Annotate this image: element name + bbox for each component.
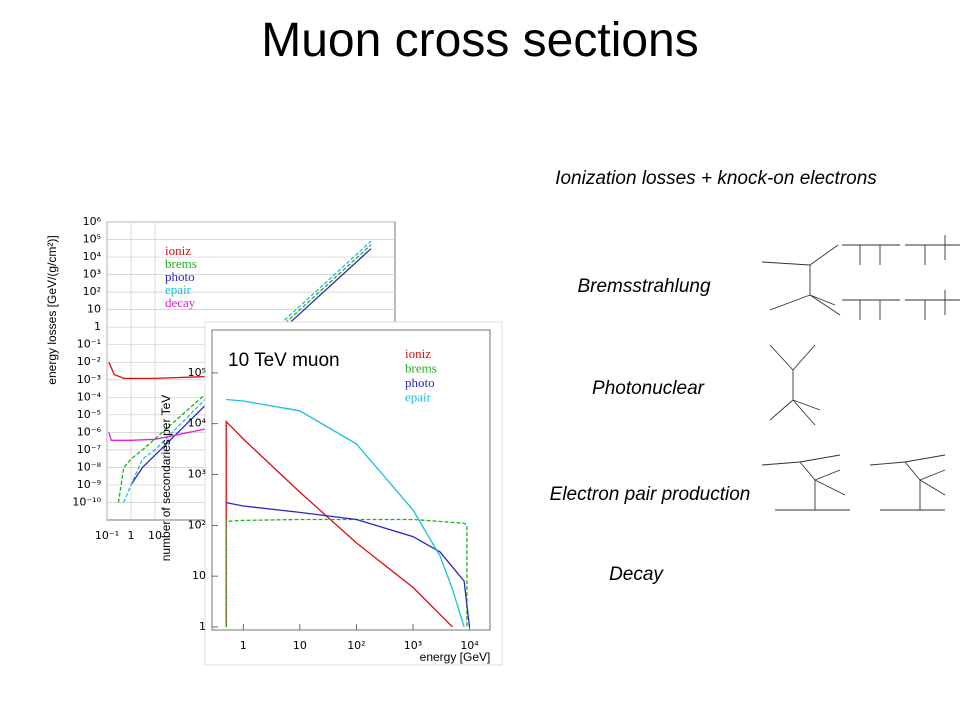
legend-label: epair	[405, 389, 432, 404]
x-tick-label: 1	[240, 639, 247, 652]
series-line	[123, 240, 372, 503]
y-tick-label: 10	[192, 569, 206, 582]
series-line	[108, 414, 276, 441]
chart-background	[204, 321, 503, 666]
process-label: Decay	[609, 564, 664, 585]
series-group	[225, 398, 471, 628]
charts: 10⁻¹⁰ 10⁻⁹ 10⁻⁸ 10⁻⁷ 10⁻⁶ 10⁻⁵ 10⁻⁴ 10⁻³ 10⁻² 10⁻…	[45, 215, 503, 666]
process-label: Electron pair production	[550, 484, 751, 505]
process-label: Bremsstrahlung	[577, 276, 710, 297]
process-label: Photonuclear	[592, 378, 705, 399]
legend-label: brems	[405, 360, 437, 375]
legend-label: ioniz	[405, 346, 431, 361]
feynman-diagrams	[761, 235, 960, 511]
x-tick-label: 10²	[347, 639, 365, 652]
legend-label: ioniz	[165, 243, 191, 258]
y-tick-label: 1	[199, 620, 206, 633]
annotation: 10 TeV muon	[228, 350, 340, 371]
chart: 1 10 10² 10³ 10⁴ 10⁵ 1 10 10² 10³ 10⁴ ionizbremspho…	[159, 321, 503, 666]
slide-title: Muon cross sections	[261, 14, 699, 67]
legend-label: photo	[405, 375, 435, 390]
series-line	[226, 501, 471, 627]
y-tick-label: 10⁻²	[77, 355, 101, 368]
series-line	[130, 248, 372, 486]
series-line	[117, 244, 372, 503]
y-tick-label: 10⁻⁸	[77, 460, 102, 473]
y-tick-label: 1	[94, 320, 101, 333]
y-tick-label: 10⁻⁶	[77, 425, 102, 438]
x-tick-label: 10⁻¹	[95, 529, 119, 542]
y-tick-label: 10⁵	[188, 366, 206, 379]
x-tick-label: 1	[128, 529, 135, 542]
y-tick-label: 10⁻¹	[77, 338, 101, 351]
y-tick-label: 10²	[83, 285, 101, 298]
y-tick-label: 10⁶	[83, 215, 102, 228]
y-tick-label: 10³	[188, 468, 206, 481]
series-line	[226, 398, 465, 628]
legend-label: photo	[165, 269, 195, 284]
legend-label: decay	[165, 295, 196, 310]
process-label: Ionization losses + knock-on electrons	[555, 168, 877, 189]
y-tick-label: 10⁻¹⁰	[72, 495, 101, 508]
y-tick-label: 10⁴	[188, 417, 207, 430]
series-line	[225, 420, 453, 628]
y-tick-label: 10⁻⁷	[77, 443, 101, 456]
y-tick-label: 10⁻⁹	[77, 478, 101, 491]
x-tick-label: 10	[148, 529, 162, 542]
y-tick-label: 10³	[83, 268, 101, 281]
y-tick-label: 10⁴	[83, 250, 102, 263]
x-axis-label: energy [GeV]	[420, 650, 491, 664]
x-tick-label: 10³	[404, 639, 422, 652]
legend-label: epair	[165, 282, 192, 297]
legend-label: brems	[165, 256, 197, 271]
plot-area	[211, 329, 491, 631]
y-tick-label: 10⁵	[83, 233, 101, 246]
y-axis-label: energy losses [GeV/(g/cm²)]	[45, 235, 59, 384]
x-tick-label: 10⁴	[460, 639, 479, 652]
y-tick-label: 10⁻⁴	[77, 390, 102, 403]
y-tick-label: 10⁻³	[77, 373, 101, 386]
y-tick-label: 10²	[188, 518, 206, 531]
x-tick-label: 10	[293, 639, 307, 652]
y-tick-label: 10⁻⁵	[77, 408, 101, 421]
y-tick-label: 10	[87, 303, 101, 316]
y-axis-label: number of secondaries per TeV	[159, 395, 173, 562]
